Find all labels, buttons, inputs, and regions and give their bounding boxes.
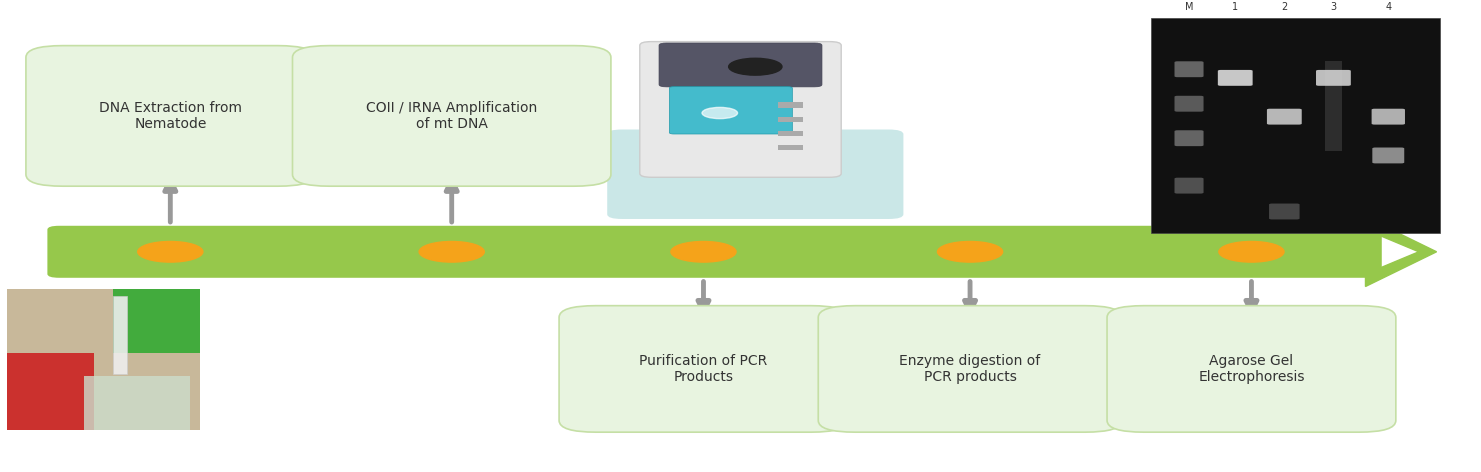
FancyBboxPatch shape <box>27 46 314 186</box>
FancyBboxPatch shape <box>47 226 1382 278</box>
FancyBboxPatch shape <box>1174 61 1204 77</box>
Text: Purification of PCR
Products: Purification of PCR Products <box>640 354 767 384</box>
Circle shape <box>937 242 1003 262</box>
Text: COII / IRNA Amplification
of mt DNA: COII / IRNA Amplification of mt DNA <box>366 101 538 131</box>
FancyBboxPatch shape <box>1266 109 1302 125</box>
FancyBboxPatch shape <box>1174 177 1204 194</box>
Text: DNA Extraction from
Nematode: DNA Extraction from Nematode <box>99 101 241 131</box>
Circle shape <box>671 242 736 262</box>
Bar <box>113 289 200 353</box>
Bar <box>84 376 190 430</box>
FancyBboxPatch shape <box>659 43 822 87</box>
FancyBboxPatch shape <box>1106 306 1395 432</box>
Text: 3: 3 <box>1330 2 1336 12</box>
FancyBboxPatch shape <box>292 46 610 186</box>
Polygon shape <box>1365 217 1437 287</box>
FancyBboxPatch shape <box>607 129 903 219</box>
FancyBboxPatch shape <box>1371 109 1405 125</box>
FancyBboxPatch shape <box>558 306 847 432</box>
Bar <box>1324 60 1342 151</box>
Text: 2: 2 <box>1281 2 1287 12</box>
Text: M: M <box>1185 2 1194 12</box>
Bar <box>113 296 127 374</box>
Text: 1: 1 <box>1232 2 1238 12</box>
FancyBboxPatch shape <box>1317 70 1351 86</box>
Bar <box>778 131 803 136</box>
Circle shape <box>419 242 484 262</box>
FancyBboxPatch shape <box>818 306 1123 432</box>
Bar <box>778 145 803 151</box>
FancyBboxPatch shape <box>1174 96 1204 112</box>
FancyBboxPatch shape <box>1373 148 1404 163</box>
FancyBboxPatch shape <box>669 87 792 134</box>
FancyBboxPatch shape <box>1174 130 1204 146</box>
FancyBboxPatch shape <box>7 289 200 430</box>
Circle shape <box>702 108 738 118</box>
FancyBboxPatch shape <box>640 42 841 177</box>
Circle shape <box>138 242 203 262</box>
Bar <box>778 117 803 122</box>
Bar <box>778 102 803 108</box>
FancyBboxPatch shape <box>1217 70 1253 86</box>
Text: Agarose Gel
Electrophoresis: Agarose Gel Electrophoresis <box>1198 354 1305 384</box>
FancyBboxPatch shape <box>1269 203 1299 219</box>
Bar <box>1151 17 1440 233</box>
Circle shape <box>729 58 782 75</box>
Text: Enzyme digestion of
PCR products: Enzyme digestion of PCR products <box>899 354 1041 384</box>
Text: 4: 4 <box>1385 2 1391 12</box>
Circle shape <box>1219 242 1284 262</box>
Bar <box>7 353 93 430</box>
